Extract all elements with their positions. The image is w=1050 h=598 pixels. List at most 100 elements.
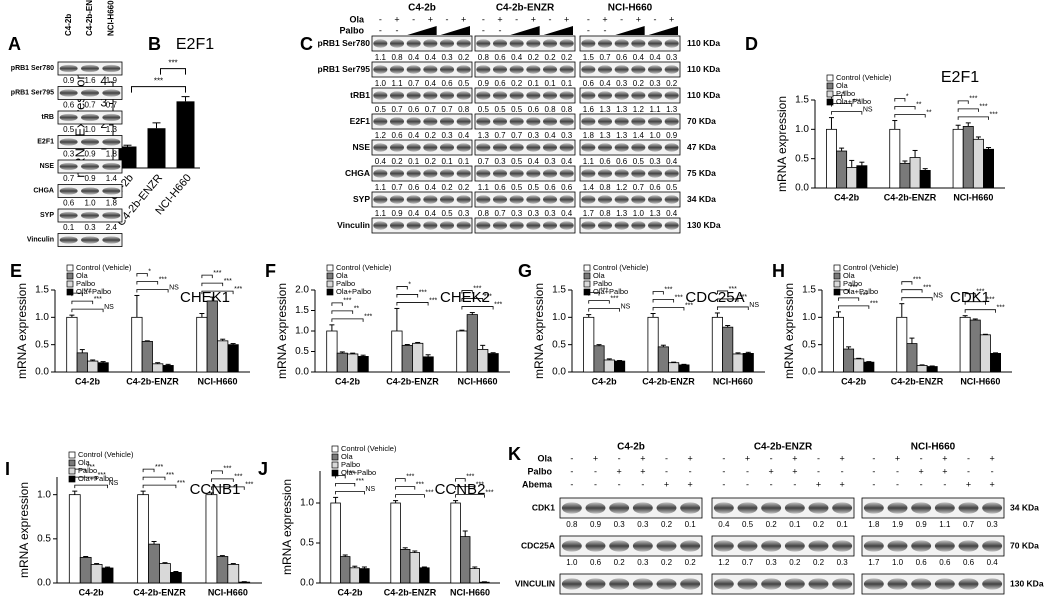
blot-band (598, 91, 612, 100)
quantification: 0.8 (478, 209, 490, 218)
kda-label: 70 KDa (687, 116, 716, 126)
significance-bracket (211, 486, 245, 490)
quantification: 1.3 (666, 105, 678, 114)
legend-label: Ola+Palbo (836, 97, 871, 106)
quantification: 0.9 (590, 520, 602, 529)
significance-bracket (142, 484, 177, 489)
blot-band (543, 221, 557, 230)
x-tick-label: NCI-H660 (457, 376, 497, 386)
significance-label: *** (739, 294, 747, 301)
blot-band (456, 195, 471, 204)
dose-ramp (407, 26, 437, 35)
treatment-sign: - (482, 25, 485, 35)
blot-band (81, 64, 99, 73)
quantification: 0.6 (441, 79, 453, 88)
quantification: 0.6 (583, 79, 595, 88)
significance-label: *** (234, 286, 242, 293)
row-label: NSE (353, 142, 371, 152)
bar (227, 564, 240, 584)
legend-swatch (583, 264, 591, 272)
bar (469, 568, 481, 584)
y-tick-label: 1.5 (795, 95, 809, 106)
quantification: 0.3 (511, 209, 523, 218)
treatment-sign: - (722, 453, 725, 463)
group-label: NCI-H660 (608, 3, 653, 14)
treatment-sign: - (872, 466, 875, 476)
quantification: 1.5 (583, 53, 595, 62)
significance-bracket (396, 294, 419, 298)
bar (477, 349, 489, 373)
kda-label: 34 KDa (1010, 502, 1039, 512)
blot-band (664, 91, 679, 100)
blot-band (102, 113, 121, 122)
blot-band (440, 169, 454, 178)
treatment-sign: + (602, 14, 607, 24)
blot-band (102, 236, 121, 244)
blot-band (887, 540, 908, 552)
blot-band (390, 143, 404, 152)
blot-band (440, 221, 454, 230)
significance-bracket (455, 486, 476, 490)
significance-label: *** (346, 470, 354, 477)
blot-band (526, 65, 541, 74)
quantification: 0.4 (718, 520, 730, 529)
significance-label: ** (926, 109, 932, 116)
blot-band (373, 195, 388, 204)
group-label: C4-2b-ENZR (754, 442, 813, 453)
treatment-sign: + (394, 14, 399, 24)
blot-band (680, 502, 701, 514)
kda-label: 75 KDa (687, 168, 716, 178)
legend-swatch (826, 98, 834, 106)
quantification: 0.4 (425, 209, 437, 218)
y-axis-label: mRNA expression (280, 479, 294, 575)
treatment-sign: - (770, 479, 773, 489)
blot-band (887, 578, 908, 590)
y-tick-label: 0.5 (552, 339, 566, 350)
legend-swatch (331, 469, 339, 477)
legend-label: Control (Vehicle) (76, 263, 132, 272)
kda-label: 34 KDa (687, 194, 716, 204)
blot-band (632, 502, 653, 514)
blot-band (614, 39, 629, 48)
treatment-sign: - (396, 25, 399, 35)
treatment-sign: - (665, 466, 668, 476)
blot-band (561, 502, 582, 514)
blot-band (493, 65, 507, 74)
blot-band (423, 117, 438, 126)
treatment-sign: + (966, 479, 971, 489)
quantification: 0.6 (939, 558, 951, 567)
significance-label: *** (466, 473, 474, 480)
blot-band (476, 39, 491, 48)
blot-band (423, 39, 438, 48)
quantification: 0.7 (63, 174, 75, 183)
quantification: 0.1 (789, 520, 801, 529)
blot-band (713, 578, 734, 590)
quantification: 0.5 (478, 105, 490, 114)
quantification: 0.6 (599, 157, 611, 166)
blot-band (581, 169, 596, 178)
legend-swatch (68, 467, 76, 475)
significance-label: *** (976, 289, 984, 296)
blot-band (390, 117, 404, 126)
blot-band (476, 221, 491, 230)
blot-band (585, 502, 606, 514)
bar (399, 549, 411, 584)
bar (339, 556, 351, 584)
panel-letter: I (5, 459, 10, 479)
treatment-sign: - (943, 479, 946, 489)
blot-band (656, 578, 677, 590)
blot-band (423, 195, 438, 204)
blot-band (609, 540, 630, 552)
blot-band (737, 578, 758, 590)
quantification: 0.2 (511, 79, 523, 88)
blot-band (406, 91, 421, 100)
blot-band (648, 39, 662, 48)
y-tick-label: 0.5 (35, 339, 49, 350)
blot-band (664, 221, 679, 230)
blot-band (390, 221, 404, 230)
significance-label: *** (83, 288, 91, 295)
y-axis-label: mRNA expression (782, 283, 796, 379)
quantification: 0.3 (458, 209, 470, 218)
x-tick-label: C4-2b-ENZR (891, 376, 944, 386)
y-axis-label: mRNA expression (17, 482, 31, 578)
